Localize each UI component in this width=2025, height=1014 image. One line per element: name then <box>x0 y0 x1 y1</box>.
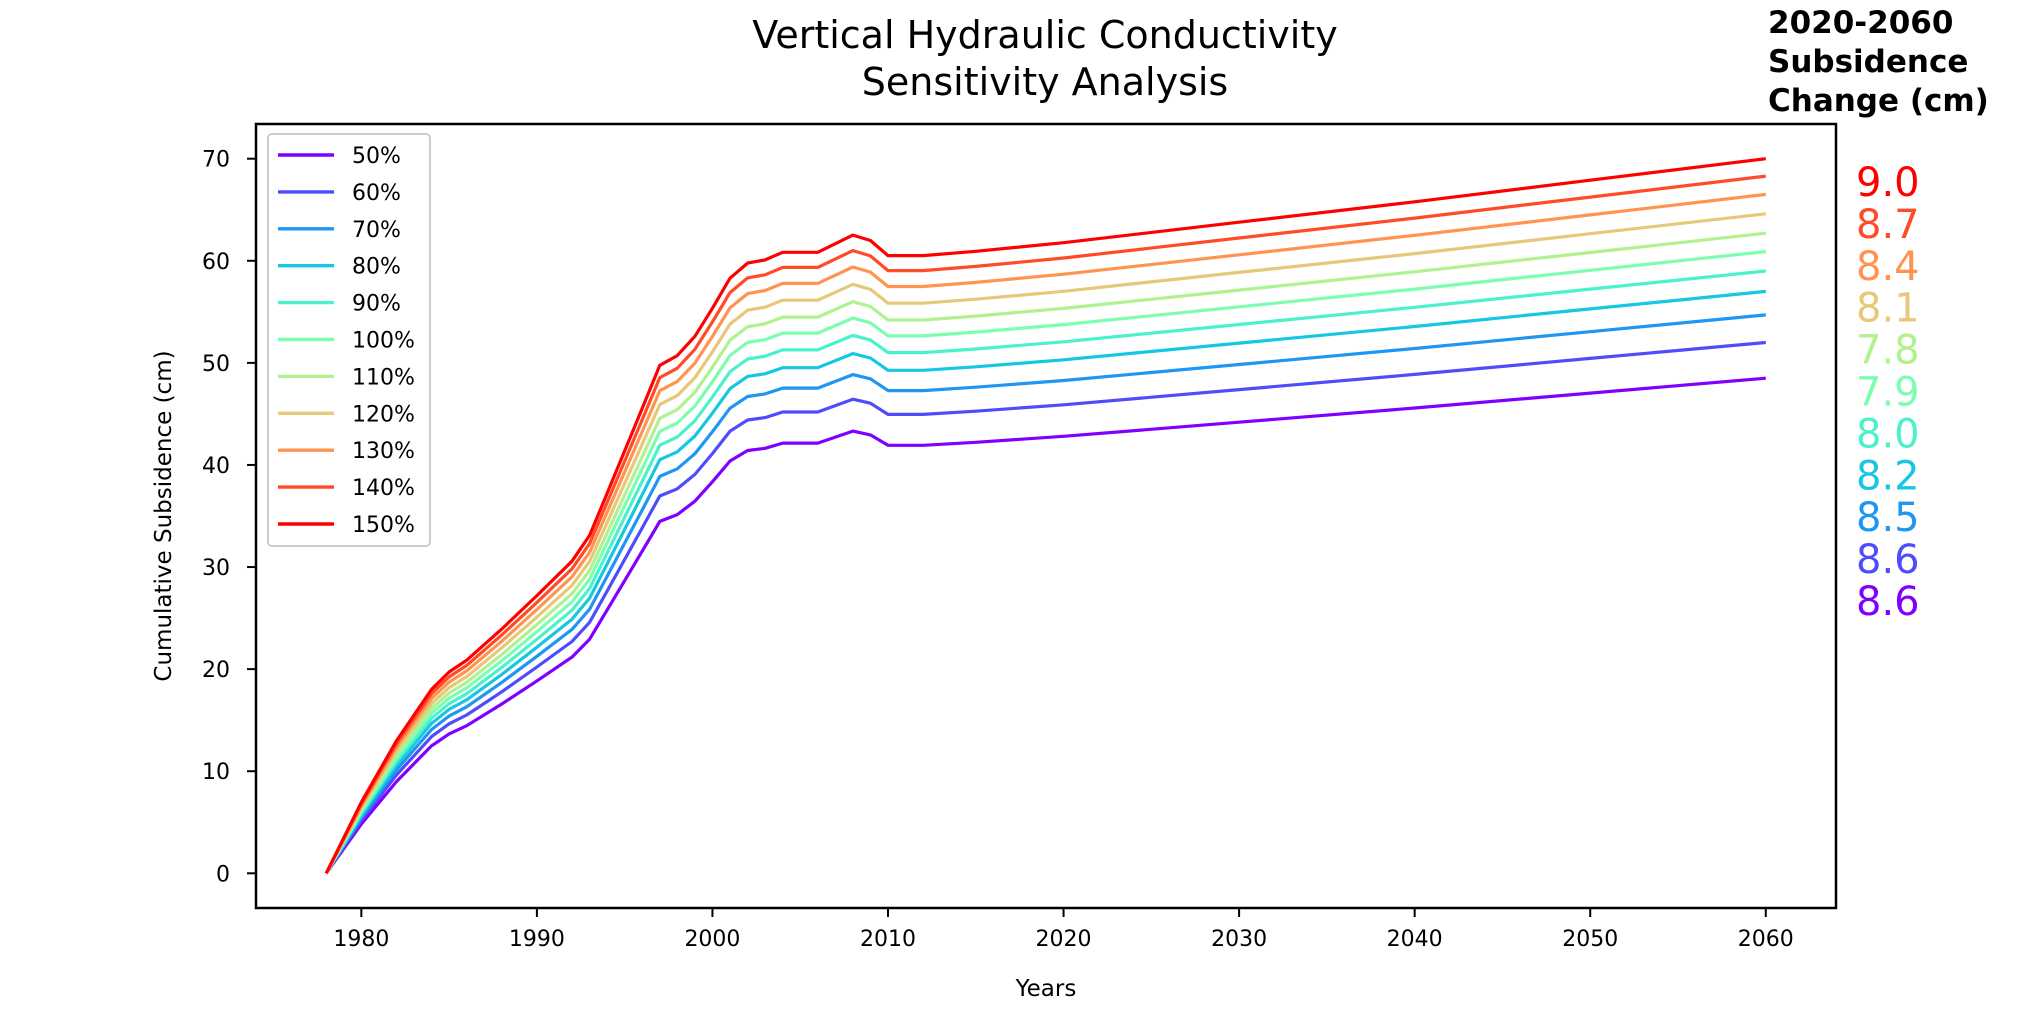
y-tick-label: 10 <box>202 760 230 785</box>
series-line-70pct <box>324 313 1766 875</box>
y-tick-label: 60 <box>202 250 230 275</box>
series-lines <box>324 157 1766 875</box>
change-label-150pct: 9.0 <box>1856 160 1920 206</box>
legend-box <box>267 133 431 547</box>
y-axis-ticks: 0 10 20 30 40 50 60 70 <box>202 148 256 887</box>
legend-label: 90% <box>352 292 401 317</box>
side-title-line-1: 2020-2060 <box>1768 5 1953 41</box>
legend-label: 70% <box>352 218 401 243</box>
legend-label: 50% <box>352 144 401 169</box>
series-line-110pct <box>324 231 1766 875</box>
x-tick-label: 2040 <box>1387 927 1443 952</box>
x-tick-label: 2050 <box>1562 927 1618 952</box>
legend-label: 80% <box>352 255 401 280</box>
plot-frame <box>254 122 1838 910</box>
series-line-50pct <box>324 376 1766 875</box>
legend-label: 120% <box>352 402 415 427</box>
side-title-line-3: Change (cm) <box>1768 83 1989 119</box>
chart-title-line-2: Sensitivity Analysis <box>862 60 1228 104</box>
x-tick-label: 2010 <box>860 927 916 952</box>
change-label-140pct: 8.7 <box>1856 202 1920 248</box>
legend-items: 50% 60% 70% 80% 90% 100% 110% 120% 130% 140% 150% <box>278 144 415 538</box>
legend-label: 130% <box>352 439 415 464</box>
change-label-100pct: 7.9 <box>1856 370 1920 416</box>
series-line-120pct <box>324 212 1766 875</box>
y-tick-label: 20 <box>202 658 230 683</box>
chart-title-line-1: Vertical Hydraulic Conductivity <box>752 13 1337 57</box>
series-line-130pct <box>324 192 1766 875</box>
side-title-line-2: Subsidence <box>1768 44 1968 80</box>
change-label-110pct: 7.8 <box>1856 328 1920 374</box>
series-line-80pct <box>324 289 1766 875</box>
series-line-100pct <box>324 250 1766 875</box>
legend-label: 110% <box>352 365 415 390</box>
subsidence-change-labels: 9.08.78.48.17.87.98.08.28.58.68.6 <box>1856 160 1920 625</box>
x-tick-label: 2000 <box>684 927 740 952</box>
x-tick-label: 2020 <box>1036 927 1092 952</box>
y-tick-label: 40 <box>202 454 230 479</box>
change-label-60pct: 8.6 <box>1856 537 1920 583</box>
chart-title: Vertical Hydraulic Conductivity Sensitiv… <box>752 13 1337 104</box>
side-title: 2020-2060 Subsidence Change (cm) <box>1768 5 1989 119</box>
series-line-150pct <box>324 157 1766 875</box>
x-tick-label: 2060 <box>1738 927 1794 952</box>
change-label-120pct: 8.1 <box>1856 286 1920 332</box>
y-tick-label: 50 <box>202 352 230 377</box>
x-axis-ticks: 1980 1990 2000 2010 2020 2030 2040 2050 2060 <box>333 908 1794 952</box>
x-tick-label: 1990 <box>509 927 565 952</box>
y-tick-label: 70 <box>202 148 230 173</box>
x-tick-label: 2030 <box>1211 927 1267 952</box>
change-label-80pct: 8.2 <box>1856 453 1920 499</box>
y-tick-label: 0 <box>216 862 230 887</box>
series-line-90pct <box>324 269 1766 875</box>
change-label-90pct: 8.0 <box>1856 411 1920 457</box>
y-tick-label: 30 <box>202 556 230 581</box>
series-line-140pct <box>324 174 1766 875</box>
legend-label: 150% <box>352 513 415 538</box>
legend-label: 100% <box>352 329 415 354</box>
change-label-70pct: 8.5 <box>1856 495 1920 541</box>
legend-label: 140% <box>352 476 415 501</box>
series-line-60pct <box>324 340 1766 875</box>
x-axis-label: Years <box>1015 976 1077 1002</box>
change-label-130pct: 8.4 <box>1856 244 1920 290</box>
legend: 50% 60% 70% 80% 90% 100% 110% 120% 130% 140% 150% <box>267 133 431 547</box>
legend-label: 60% <box>352 181 401 206</box>
change-label-50pct: 8.6 <box>1856 579 1920 625</box>
y-axis-label: Cumulative Subsidence (cm) <box>151 350 177 681</box>
x-tick-label: 1980 <box>333 927 389 952</box>
